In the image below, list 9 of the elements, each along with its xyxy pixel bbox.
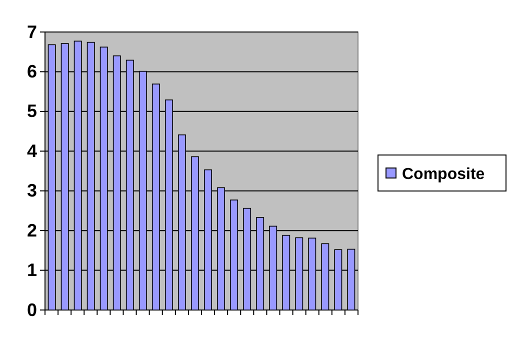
y-tick-label: 1: [26, 260, 37, 280]
y-tick-label: 7: [26, 22, 37, 42]
y-tick-label: 2: [26, 220, 37, 240]
y-tick-label: 3: [26, 180, 37, 201]
y-tick-label: 4: [26, 140, 37, 161]
y-tick-label: 5: [26, 101, 37, 122]
y-tick-label: 6: [26, 61, 37, 82]
y-tick-label: 0: [26, 300, 37, 320]
legend-label: Composite: [402, 166, 485, 183]
